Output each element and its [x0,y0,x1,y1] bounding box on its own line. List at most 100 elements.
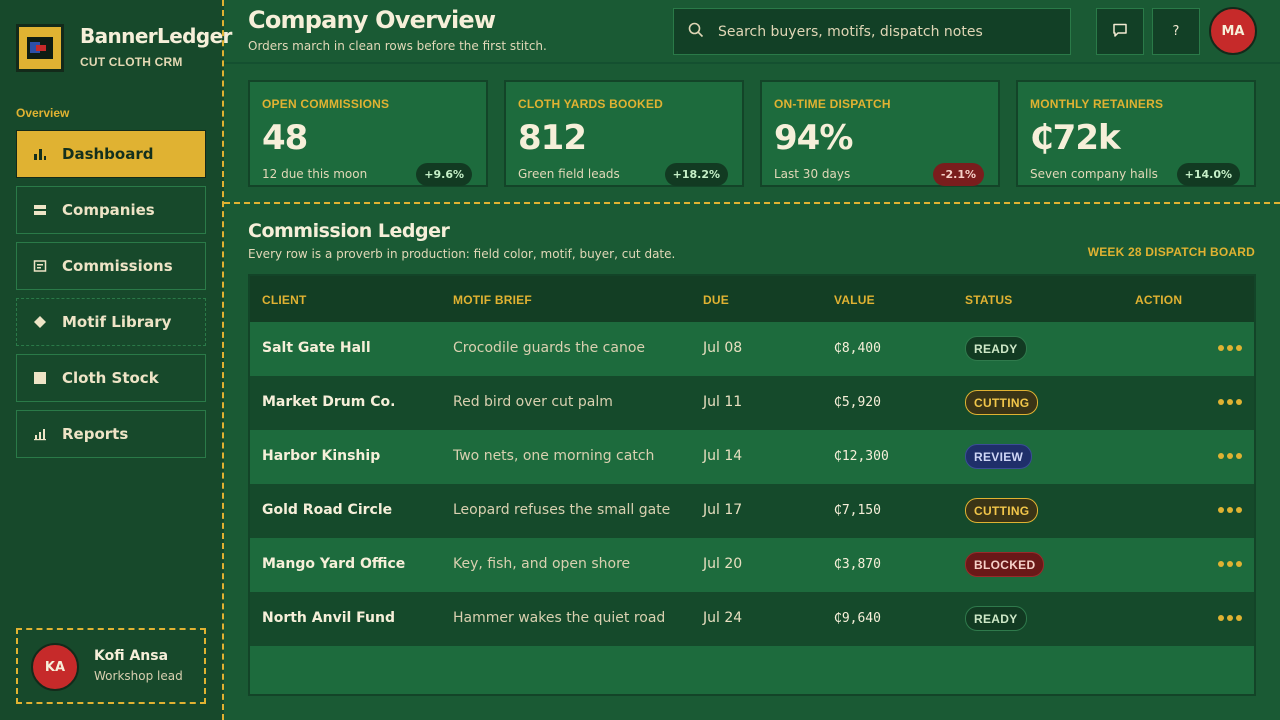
kpi-card-on-time-dispatch: ON-TIME DISPATCH 94% Last 30 days -2.1% [760,80,1000,187]
table-row[interactable]: Market Drum Co. Red bird over cut palm J… [250,376,1254,430]
chat-icon [1112,22,1128,42]
kpi-value: 94% [774,118,853,158]
more-actions-icon[interactable] [1218,608,1242,628]
diamond-icon [33,315,47,329]
more-actions-icon[interactable] [1218,446,1242,466]
nav-section-label: Overview [16,106,70,120]
column-header-motif[interactable]: MOTIF BRIEF [453,293,532,307]
motif-cell: Red bird over cut palm [453,394,613,410]
header: Company Overview Orders march in clean r… [224,0,1280,64]
due-cell: Jul 11 [703,394,743,410]
messages-button[interactable] [1096,8,1144,55]
document-icon [33,259,47,273]
sidebar-item-dashboard[interactable]: Dashboard [16,130,206,178]
motif-cell: Key, fish, and open shore [453,556,631,572]
sidebar: BannerLedger CUT CLOTH CRM Overview Dash… [0,0,232,720]
kpi-card-cloth-yards: CLOTH YARDS BOOKED 812 Green field leads… [504,80,744,187]
client-cell: Salt Gate Hall [262,340,371,356]
client-cell: Gold Road Circle [262,502,393,518]
brand[interactable]: BannerLedger CUT CLOTH CRM [16,24,232,72]
sidebar-item-companies[interactable]: Companies [16,186,206,234]
sidebar-item-commissions[interactable]: Commissions [16,242,206,290]
sidebar-item-label: Companies [62,201,155,219]
client-cell: North Anvil Fund [262,610,395,626]
due-cell: Jul 20 [703,556,743,572]
page-subtitle: Orders march in clean rows before the fi… [248,39,547,53]
sidebar-item-label: Cloth Stock [62,369,159,387]
due-cell: Jul 14 [703,448,743,464]
status-badge: BLOCKED [965,552,1045,577]
kpi-note: Last 30 days [774,167,851,181]
user-name: Kofi Ansa [94,648,169,664]
client-cell: Mango Yard Office [262,556,406,572]
layers-icon [33,203,47,217]
motif-cell: Leopard refuses the small gate [453,502,671,518]
sidebar-item-motif-library[interactable]: Motif Library [16,298,206,346]
sidebar-item-reports[interactable]: Reports [16,410,206,458]
column-header-status[interactable]: STATUS [965,293,1013,307]
search-input[interactable] [718,23,1048,40]
page-title: Company Overview [248,6,496,34]
status-badge: CUTTING [965,390,1039,415]
motif-cell: Hammer wakes the quiet road [453,610,666,626]
search-icon [688,22,704,42]
more-actions-icon[interactable] [1218,554,1242,574]
kpi-card-open-commissions: OPEN COMMISSIONS 48 12 due this moon +9.… [248,80,488,187]
kpi-label: ON-TIME DISPATCH [774,97,891,111]
client-cell: Harbor Kinship [262,448,381,464]
motif-cell: Crocodile guards the canoe [453,340,646,356]
status-badge: CUTTING [965,498,1039,523]
due-cell: Jul 08 [703,340,743,356]
value-cell: ₵12,300 [834,449,889,464]
sidebar-item-label: Reports [62,425,129,443]
help-button[interactable]: ? [1152,8,1200,55]
kpi-note: 12 due this moon [262,167,368,181]
table-row[interactable]: North Anvil Fund Hammer wakes the quiet … [250,592,1254,646]
status-badge: READY [965,336,1027,361]
motif-cell: Two nets, one morning catch [453,448,655,464]
kpi-value: 48 [262,118,308,158]
more-actions-icon[interactable] [1218,338,1242,358]
section-divider [224,202,1280,204]
client-cell: Market Drum Co. [262,394,396,410]
table-row[interactable]: Harbor Kinship Two nets, one morning cat… [250,430,1254,484]
kpi-value: ₵72k [1030,118,1121,158]
kpi-label: CLOTH YARDS BOOKED [518,97,663,111]
column-header-due[interactable]: DUE [703,293,729,307]
user-role: Workshop lead [94,669,183,683]
more-actions-icon[interactable] [1218,500,1242,520]
square-icon [33,371,47,385]
table-row[interactable]: Mango Yard Office Key, fish, and open sh… [250,538,1254,592]
value-cell: ₵7,150 [834,503,881,518]
sidebar-item-label: Commissions [62,257,173,275]
value-cell: ₵8,400 [834,341,881,356]
kpi-delta-badge: +9.6% [416,163,472,186]
kpi-value: 812 [518,118,587,158]
table-row[interactable]: Gold Road Circle Leopard refuses the sma… [250,484,1254,538]
kpi-delta-badge: +18.2% [664,163,728,186]
sidebar-item-label: Dashboard [62,145,154,163]
due-cell: Jul 24 [703,610,743,626]
status-badge: READY [965,606,1027,631]
ledger-subtitle: Every row is a proverb in production: fi… [248,247,676,261]
due-cell: Jul 17 [703,502,743,518]
kpi-delta-badge: +14.0% [1176,163,1240,186]
reports-icon [33,427,47,441]
table-row[interactable]: Salt Gate Hall Crocodile guards the cano… [250,322,1254,376]
column-header-value[interactable]: VALUE [834,293,875,307]
user-card[interactable]: KA Kofi Ansa Workshop lead [16,628,206,704]
avatar[interactable]: MA [1209,7,1257,55]
kpi-label: MONTHLY RETAINERS [1030,97,1164,111]
avatar: KA [31,643,79,691]
column-header-client[interactable]: CLIENT [262,293,307,307]
search-bar[interactable] [673,8,1071,55]
kpi-delta-badge: -2.1% [932,163,984,186]
help-icon: ? [1172,24,1180,39]
more-actions-icon[interactable] [1218,392,1242,412]
sidebar-item-cloth-stock[interactable]: Cloth Stock [16,354,206,402]
column-header-action: ACTION [1135,293,1183,307]
kpi-label: OPEN COMMISSIONS [262,97,390,111]
sidebar-item-label: Motif Library [62,313,172,331]
commission-table: CLIENT MOTIF BRIEF DUE VALUE STATUS ACTI… [248,274,1256,696]
brand-subtitle: CUT CLOTH CRM [80,55,183,69]
